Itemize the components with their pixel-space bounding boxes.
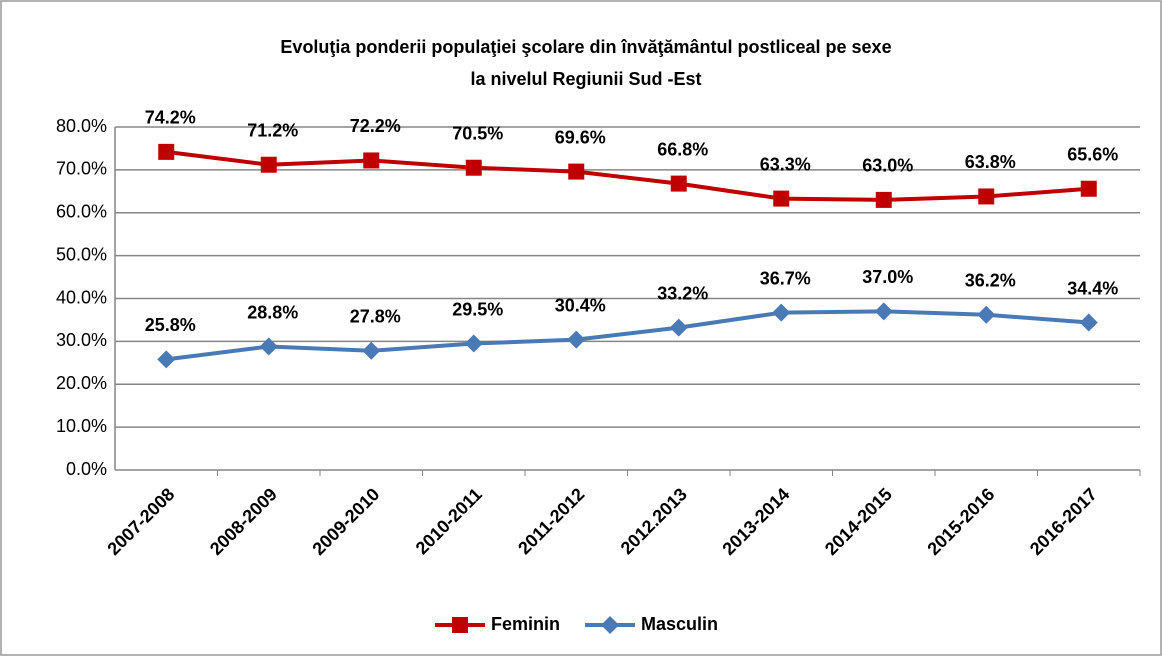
data-point bbox=[1080, 180, 1097, 197]
data-label: 65.6% bbox=[1067, 144, 1118, 164]
y-tick-label: 0.0% bbox=[66, 459, 107, 479]
data-point bbox=[773, 190, 790, 207]
data-label: 34.4% bbox=[1067, 278, 1118, 298]
chart-title: Evoluţia ponderii populaţiei şcolare din… bbox=[280, 37, 891, 57]
data-point bbox=[567, 330, 586, 349]
y-tick-label: 20.0% bbox=[56, 373, 107, 393]
y-tick-label: 30.0% bbox=[56, 330, 107, 350]
y-tick-label: 10.0% bbox=[56, 416, 107, 436]
y-tick-label: 40.0% bbox=[56, 287, 107, 307]
data-point bbox=[259, 337, 278, 356]
data-label: 63.8% bbox=[965, 152, 1016, 172]
legend-label: Feminin bbox=[491, 614, 560, 634]
data-label: 28.8% bbox=[247, 302, 298, 322]
data-label: 25.8% bbox=[145, 315, 196, 335]
y-tick-label: 50.0% bbox=[56, 244, 107, 264]
data-point bbox=[260, 156, 277, 173]
data-point bbox=[362, 341, 381, 360]
data-point bbox=[568, 163, 585, 180]
data-label: 36.7% bbox=[760, 268, 811, 288]
data-point bbox=[978, 188, 995, 205]
data-point bbox=[1079, 313, 1098, 332]
data-point bbox=[875, 191, 892, 208]
data-point bbox=[772, 303, 791, 322]
data-label: 37.0% bbox=[862, 267, 913, 287]
data-label: 74.2% bbox=[145, 108, 196, 128]
data-label: 69.6% bbox=[555, 127, 606, 147]
data-point bbox=[464, 334, 483, 353]
series-line bbox=[166, 309, 1089, 362]
data-point bbox=[977, 305, 996, 324]
data-point bbox=[669, 318, 688, 337]
y-tick-label: 80.0% bbox=[56, 116, 107, 136]
data-label: 27.8% bbox=[350, 307, 401, 327]
data-label: 66.8% bbox=[657, 139, 708, 159]
data-point bbox=[670, 175, 687, 192]
data-point bbox=[874, 302, 893, 321]
data-label: 70.5% bbox=[452, 123, 503, 143]
chart-title: la nivelul Regiunii Sud -Est bbox=[470, 69, 701, 89]
data-point bbox=[157, 350, 176, 369]
data-point bbox=[158, 143, 175, 160]
data-label: 33.2% bbox=[657, 283, 708, 303]
data-label: 63.0% bbox=[862, 156, 913, 176]
y-tick-label: 60.0% bbox=[56, 202, 107, 222]
legend-label: Masculin bbox=[641, 614, 718, 634]
data-label: 30.4% bbox=[555, 295, 606, 315]
data-label: 63.3% bbox=[760, 154, 811, 174]
data-label: 72.2% bbox=[350, 116, 401, 136]
data-label: 36.2% bbox=[965, 271, 1016, 291]
legend-marker bbox=[452, 617, 468, 633]
data-label: 29.5% bbox=[452, 299, 503, 319]
legend-marker bbox=[601, 616, 620, 634]
data-point bbox=[363, 152, 380, 169]
y-tick-label: 70.0% bbox=[56, 159, 107, 179]
series-line bbox=[166, 149, 1089, 202]
data-point bbox=[465, 159, 482, 176]
data-label: 71.2% bbox=[247, 120, 298, 140]
